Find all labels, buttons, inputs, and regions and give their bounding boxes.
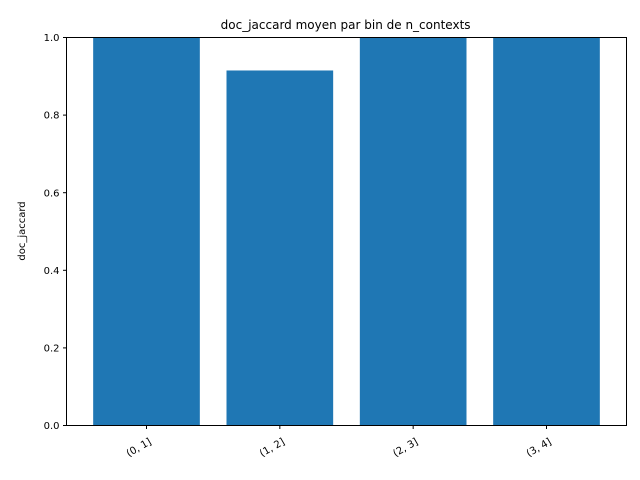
chart-title: doc_jaccard moyen par bin de n_contexts	[221, 18, 471, 32]
y-tick-label: 0.0	[44, 421, 60, 432]
bar-2	[226, 70, 334, 426]
x-axis-ticks: (0, 1] (1, 2] (2, 3] (3, 4]	[125, 425, 554, 460]
y-tick-label: 0.6	[44, 188, 60, 199]
plot-frame	[66, 37, 627, 426]
y-axis-label: doc_jaccard	[17, 201, 28, 260]
y-tick-label: 0.2	[44, 344, 60, 355]
x-tick-label: (0, 1]	[125, 437, 154, 460]
bar-4	[493, 37, 600, 426]
y-tick-label: 0.8	[44, 111, 60, 122]
bar-1	[93, 37, 200, 426]
x-tick-label: (1, 2]	[258, 437, 287, 460]
y-axis-ticks: 0.0 0.2 0.4 0.6 0.8 1.0	[44, 33, 67, 432]
bar-3	[359, 37, 467, 426]
x-tick-label: (2, 3]	[391, 437, 420, 460]
x-tick-label: (3, 4]	[525, 437, 554, 460]
y-tick-label: 1.0	[44, 33, 60, 44]
bars-group	[93, 37, 600, 426]
y-tick-label: 0.4	[44, 266, 60, 277]
